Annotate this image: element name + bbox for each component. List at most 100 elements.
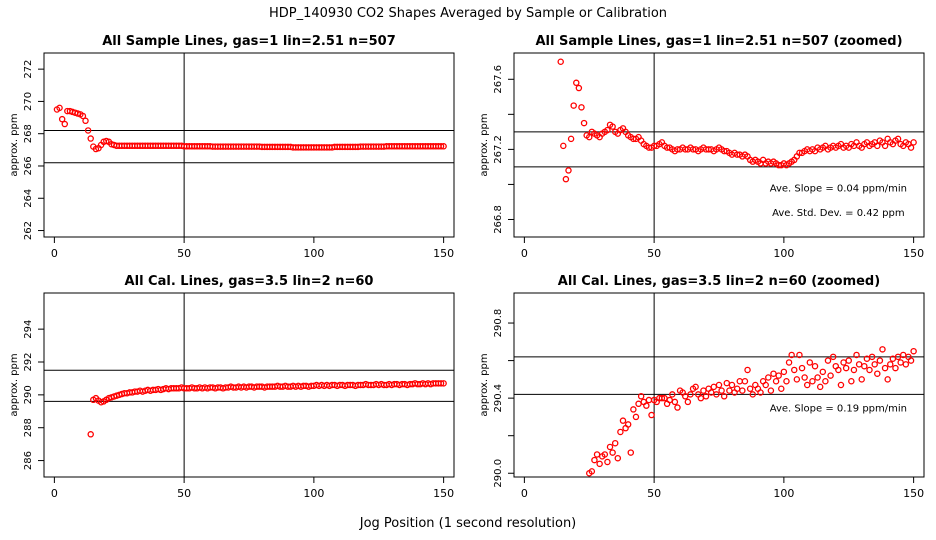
data-point	[570, 102, 577, 109]
data-point	[604, 458, 611, 466]
data-point	[842, 364, 850, 372]
data-point	[715, 381, 723, 389]
data-point	[907, 144, 915, 151]
x-tick-label: 150	[903, 487, 924, 500]
data-point	[848, 377, 855, 385]
x-tick-label: 0	[521, 247, 528, 260]
y-axis-label: approx. ppm	[9, 353, 20, 416]
data-point	[762, 381, 769, 389]
data-point	[866, 366, 873, 374]
data-point	[910, 139, 917, 146]
data-point	[687, 391, 694, 398]
data-point	[887, 361, 894, 368]
data-point	[604, 126, 611, 134]
y-tick-label: 272	[23, 60, 34, 79]
data-point	[816, 383, 824, 391]
y-tick-label: 266	[23, 156, 34, 175]
data-point	[578, 104, 585, 111]
annotation: Ave. Slope = 0.19 ppm/min	[770, 403, 907, 414]
data-point	[573, 79, 580, 87]
data-point	[772, 377, 780, 385]
data-point	[586, 133, 593, 141]
data-point	[868, 353, 876, 361]
data-point	[770, 370, 777, 377]
data-point	[783, 377, 790, 385]
data-point	[881, 364, 889, 372]
data-point	[746, 385, 754, 393]
x-tick-label: 50	[177, 487, 191, 500]
plot-frame	[43, 292, 455, 478]
data-point	[692, 383, 699, 391]
data-point	[897, 359, 904, 366]
data-point	[892, 364, 899, 372]
chart-panel-2: All Sample Lines, gas=1 lin=2.51 n=507 (…	[479, 34, 925, 260]
x-tick-label: 0	[521, 487, 528, 500]
data-point	[874, 370, 881, 377]
x-tick-label: 100	[303, 247, 324, 260]
chart-title: All Sample Lines, gas=1 lin=2.51 n=507	[102, 34, 396, 49]
y-tick-label: 290.8	[493, 309, 504, 338]
data-point	[853, 351, 860, 359]
data-point	[643, 402, 650, 409]
data-point	[617, 428, 624, 436]
y-tick-label: 270	[23, 92, 34, 111]
data-point	[580, 119, 588, 127]
data-point	[765, 374, 772, 381]
chart-panel-3: All Cal. Lines, gas=3.5 lin=2 n=60 0 50 100…	[9, 274, 455, 500]
data-point	[593, 451, 601, 458]
data-point	[440, 143, 447, 150]
data-point	[757, 389, 764, 396]
x-tick-label: 0	[51, 247, 58, 260]
data-point	[575, 84, 583, 92]
data-point	[609, 449, 616, 456]
data-point	[845, 357, 852, 364]
y-tick-label: 290.0	[493, 459, 504, 488]
data-point	[726, 387, 733, 394]
data-point	[840, 359, 847, 366]
data-point	[565, 167, 572, 174]
data-point	[837, 381, 845, 389]
data-point	[437, 380, 445, 387]
data-point	[907, 357, 915, 364]
y-tick-label: 268	[23, 124, 34, 143]
data-point	[902, 361, 910, 368]
data-point	[720, 393, 728, 400]
chart-title: All Cal. Lines, gas=3.5 lin=2 n=60	[125, 274, 374, 289]
data-point	[728, 381, 736, 389]
figure-x-axis-label: Jog Position (1 second resolution)	[359, 516, 577, 531]
data-point	[637, 393, 645, 400]
y-tick-label: 266.8	[493, 205, 504, 234]
data-point	[79, 112, 87, 120]
data-point	[801, 374, 808, 381]
data-point	[84, 127, 92, 134]
data-point	[788, 351, 795, 359]
x-tick-label: 0	[51, 487, 58, 500]
data-point	[767, 387, 775, 394]
data-point	[624, 421, 632, 428]
chart-panel-4: All Cal. Lines, gas=3.5 lin=2 n=60 (zoom…	[479, 274, 925, 500]
data-point	[632, 413, 640, 421]
data-point	[684, 398, 692, 406]
y-tick-label: 267.2	[493, 135, 504, 164]
data-point	[811, 362, 819, 370]
x-tick-label: 150	[903, 247, 924, 260]
data-point	[591, 456, 598, 464]
data-point	[82, 117, 89, 125]
data-point	[749, 391, 756, 398]
data-point	[671, 398, 679, 406]
y-tick-label: 267.6	[493, 65, 504, 94]
data-point	[557, 58, 564, 66]
x-tick-label: 100	[303, 487, 324, 500]
y-tick-label: 290	[23, 385, 34, 404]
data-point	[822, 377, 829, 385]
data-point	[827, 372, 834, 379]
data-series	[87, 380, 447, 438]
data-point	[884, 376, 891, 383]
data-point	[796, 351, 803, 359]
data-point	[876, 357, 884, 364]
y-tick-label: 288	[23, 418, 34, 437]
data-point	[645, 396, 653, 404]
data-point	[437, 143, 445, 150]
data-point	[718, 387, 725, 394]
